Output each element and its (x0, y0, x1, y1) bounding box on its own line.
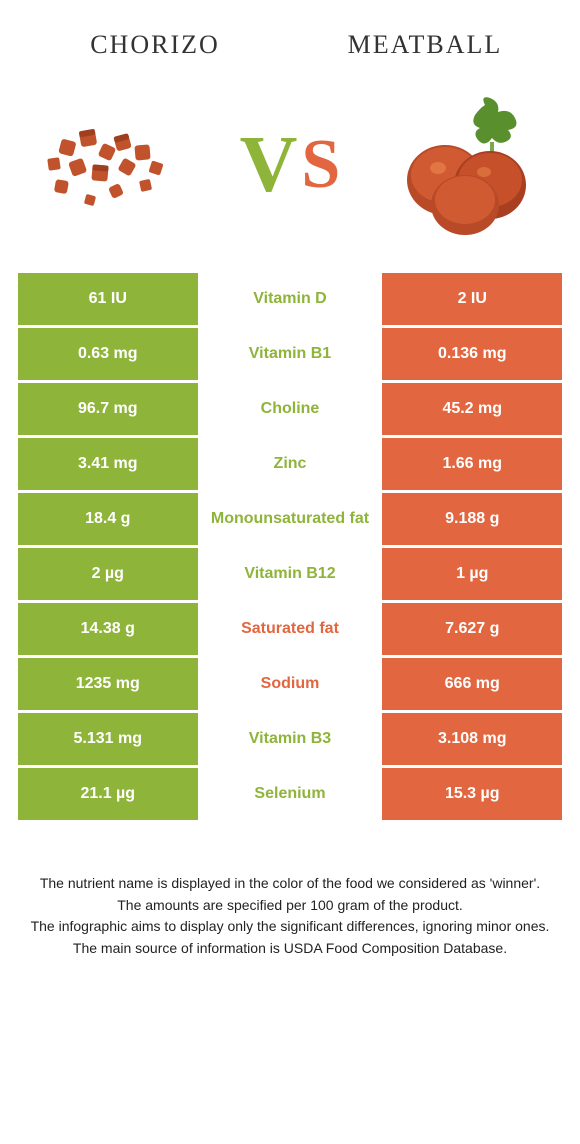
right-value: 2 IU (382, 273, 562, 325)
footer-line: The nutrient name is displayed in the co… (30, 873, 550, 895)
meatball-image (390, 90, 550, 240)
nutrient-label: Saturated fat (198, 603, 383, 655)
left-value: 18.4 g (18, 493, 198, 545)
table-row: 1235 mgSodium666 mg (18, 658, 562, 710)
left-value: 2 µg (18, 548, 198, 600)
right-value: 15.3 µg (382, 768, 562, 820)
footer-line: The amounts are specified per 100 gram o… (30, 895, 550, 917)
table-row: 14.38 gSaturated fat7.627 g (18, 603, 562, 655)
right-value: 3.108 mg (382, 713, 562, 765)
food-right-title: MEATBALL (290, 30, 560, 60)
table-row: 96.7 mgCholine45.2 mg (18, 383, 562, 435)
right-value: 1.66 mg (382, 438, 562, 490)
table-row: 0.63 mgVitamin B10.136 mg (18, 328, 562, 380)
left-value: 61 IU (18, 273, 198, 325)
left-value: 1235 mg (18, 658, 198, 710)
table-row: 18.4 gMonounsaturated fat9.188 g (18, 493, 562, 545)
food-left-title: CHORIZO (20, 30, 290, 60)
left-value: 96.7 mg (18, 383, 198, 435)
table-row: 5.131 mgVitamin B33.108 mg (18, 713, 562, 765)
nutrient-table: 61 IUVitamin D2 IU0.63 mgVitamin B10.136… (0, 270, 580, 823)
footer-line: The main source of information is USDA F… (30, 938, 550, 960)
right-value: 666 mg (382, 658, 562, 710)
nutrient-label: Vitamin B12 (198, 548, 383, 600)
left-value: 5.131 mg (18, 713, 198, 765)
nutrient-label: Monounsaturated fat (198, 493, 383, 545)
nutrient-label: Sodium (198, 658, 383, 710)
vs-v-letter: V (240, 120, 298, 211)
table-row: 2 µgVitamin B121 µg (18, 548, 562, 600)
vs-s-letter: S (301, 125, 340, 205)
table-row: 61 IUVitamin D2 IU (18, 273, 562, 325)
nutrient-label: Choline (198, 383, 383, 435)
table-row: 21.1 µgSelenium15.3 µg (18, 768, 562, 820)
nutrient-label: Zinc (198, 438, 383, 490)
right-value: 7.627 g (382, 603, 562, 655)
nutrient-label: Vitamin B3 (198, 713, 383, 765)
left-value: 14.38 g (18, 603, 198, 655)
table-row: 3.41 mgZinc1.66 mg (18, 438, 562, 490)
right-value: 9.188 g (382, 493, 562, 545)
footer-notes: The nutrient name is displayed in the co… (0, 823, 580, 960)
chorizo-image (30, 90, 190, 240)
nutrient-label: Vitamin B1 (198, 328, 383, 380)
left-value: 21.1 µg (18, 768, 198, 820)
nutrient-label: Selenium (198, 768, 383, 820)
right-value: 0.136 mg (382, 328, 562, 380)
right-value: 1 µg (382, 548, 562, 600)
nutrient-label: Vitamin D (198, 273, 383, 325)
vs-label: VS (240, 120, 341, 211)
left-value: 3.41 mg (18, 438, 198, 490)
left-value: 0.63 mg (18, 328, 198, 380)
footer-line: The infographic aims to display only the… (30, 916, 550, 938)
right-value: 45.2 mg (382, 383, 562, 435)
